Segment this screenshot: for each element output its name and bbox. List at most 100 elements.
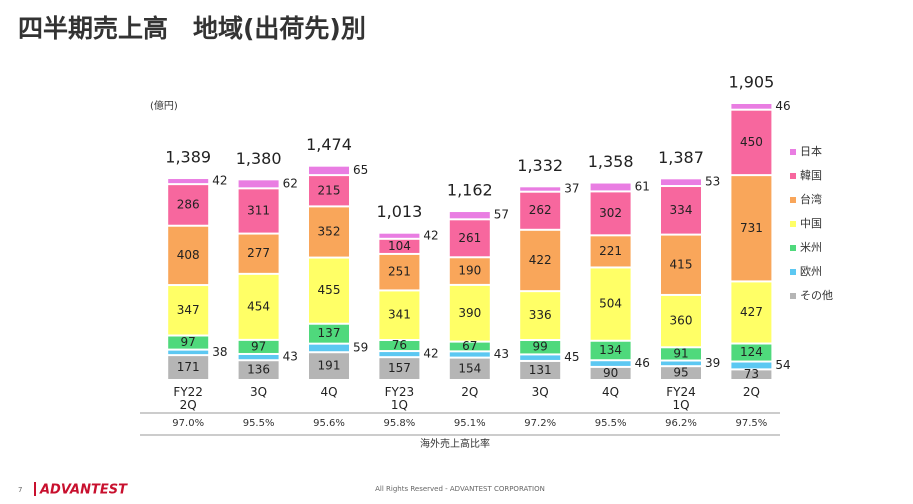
bar-segment: [520, 355, 561, 360]
data-label: 124: [740, 345, 763, 359]
total-label: 1,358: [588, 152, 634, 171]
bar-segment: [309, 258, 349, 323]
data-label: 190: [458, 264, 481, 278]
legend-label: 米州: [800, 241, 822, 254]
bar-segment: [590, 192, 631, 235]
bar-segment: [238, 180, 279, 188]
ratio-value: 96.2%: [665, 418, 697, 429]
data-label: 134: [599, 343, 622, 357]
data-label: 191: [318, 359, 341, 373]
bar-segment: [520, 292, 561, 340]
bar-segment: [309, 207, 349, 257]
x-tick-label: FY24 1Q: [666, 385, 696, 412]
ratio-value: 95.8%: [383, 418, 416, 429]
chart-title: 四半期売上高 地域(出荷先)別: [18, 14, 366, 43]
logo-mark: [34, 482, 36, 496]
data-label: 137: [318, 326, 341, 340]
data-label: 427: [740, 305, 763, 319]
legend-label: 日本: [800, 144, 822, 158]
unit-label: (億円): [150, 99, 178, 112]
data-label: 154: [458, 361, 481, 375]
ratio-value: 97.2%: [524, 418, 557, 429]
data-label: 46: [775, 99, 790, 113]
bar-segment: [238, 274, 279, 339]
data-label: 408: [177, 248, 200, 262]
bar-segment: [590, 367, 631, 379]
total-label: 1,162: [447, 181, 493, 200]
bar-segment: [449, 352, 490, 357]
bar-segment: [731, 362, 772, 369]
data-label: 42: [423, 228, 438, 242]
data-label: 277: [247, 246, 270, 260]
data-label: 390: [458, 306, 481, 320]
total-label: 1,905: [728, 73, 774, 92]
bar-segment: [449, 285, 490, 341]
total-label: 1,013: [376, 202, 422, 221]
data-label: 43: [494, 347, 509, 361]
bar-segment: [238, 340, 279, 353]
bar-segment: [731, 176, 772, 281]
data-label: 57: [494, 208, 509, 222]
data-label: 42: [423, 347, 438, 361]
data-label: 215: [318, 183, 341, 197]
bar-segment: [590, 361, 631, 366]
ratio-value: 95.5%: [242, 418, 275, 429]
legend-swatch: [790, 221, 796, 227]
copyright: All Rights Reserved - ADVANTEST CORPORAT…: [375, 485, 545, 493]
bar-segment: [661, 187, 701, 234]
data-label: 61: [635, 179, 650, 193]
bar-segment: [449, 342, 490, 351]
bar-segment: [449, 220, 490, 257]
data-label: 91: [673, 346, 688, 360]
data-label: 131: [529, 363, 552, 377]
data-label: 46: [635, 356, 650, 370]
total-label: 1,380: [236, 149, 282, 168]
data-label: 59: [353, 340, 368, 354]
bar-segment: [449, 258, 490, 284]
data-label: 454: [247, 299, 270, 313]
data-label: 341: [388, 308, 411, 322]
legend-label: 欧州: [800, 265, 822, 278]
bar-segment: [379, 341, 420, 351]
ratio-label: 海外売上高比率: [420, 437, 490, 450]
data-label: 415: [670, 257, 693, 271]
x-tick-label: 4Q: [320, 385, 338, 399]
data-label: 286: [177, 197, 200, 211]
bar-segment: [238, 189, 279, 233]
x-tick-label: 2Q: [461, 385, 479, 399]
data-label: 104: [388, 239, 411, 253]
data-label: 54: [775, 358, 790, 372]
bar-segment: [379, 239, 420, 253]
bar-segment: [661, 348, 701, 360]
data-label: 171: [177, 360, 200, 374]
data-label: 221: [599, 244, 622, 258]
data-label: 262: [529, 203, 552, 217]
bar-segment: [661, 235, 701, 294]
x-tick-label: 4Q: [602, 385, 620, 399]
data-label: 336: [529, 308, 552, 322]
bar-segment: [590, 236, 631, 267]
bar-segment: [379, 352, 420, 357]
total-label: 1,332: [517, 156, 563, 175]
bar-segment: [379, 291, 420, 340]
bar-segment: [238, 234, 279, 273]
x-tick-label: 2Q: [742, 385, 760, 399]
logo: ADVANTEST: [39, 483, 128, 498]
legend-swatch: [790, 173, 796, 179]
data-label: 90: [603, 366, 618, 380]
ratio-value: 95.6%: [313, 418, 345, 429]
bar-segment: [661, 295, 701, 347]
bar-segment: [731, 110, 772, 175]
ratio-value: 95.1%: [453, 418, 486, 429]
data-label: 136: [247, 363, 270, 377]
bar-segment: [168, 336, 209, 349]
data-label: 731: [740, 221, 763, 235]
x-tick-label: FY22 2Q: [173, 385, 203, 412]
data-label: 334: [670, 203, 693, 217]
data-label: 45: [564, 350, 579, 364]
bar-segment: [379, 254, 420, 290]
data-label: 99: [533, 340, 548, 354]
ratio-value: 97.0%: [172, 418, 205, 429]
legend-label: 台湾: [800, 192, 822, 206]
